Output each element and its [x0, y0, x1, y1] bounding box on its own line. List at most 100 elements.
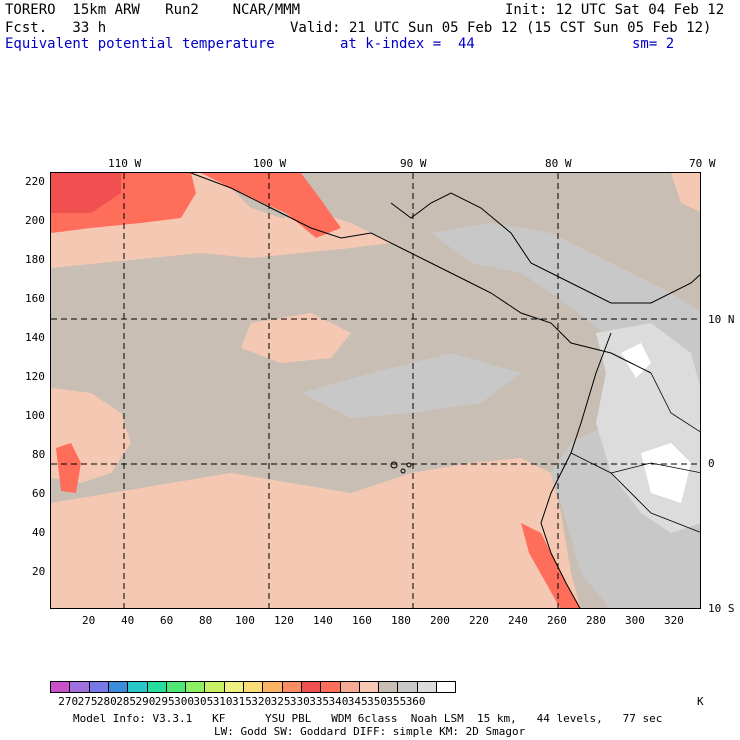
- level-index: at k-index = 44: [340, 36, 475, 52]
- x-tick-label: 220: [469, 614, 489, 627]
- colorbar-swatch: [320, 681, 341, 693]
- x-tick-label: 320: [664, 614, 684, 627]
- x-tick-label: 160: [352, 614, 372, 627]
- field-region-335-mexico: [201, 173, 341, 238]
- y-tick-label: 220: [25, 175, 45, 188]
- colorbar-swatch: [416, 681, 437, 693]
- smoothing-value: sm= 2: [632, 36, 675, 52]
- y-tick-label: 40: [32, 526, 46, 539]
- colorbar-tick-label: 350: [367, 695, 387, 708]
- x-tick-label: 280: [586, 614, 606, 627]
- lat-label-0: 0: [708, 457, 715, 470]
- x-tick-label: 80: [199, 614, 213, 627]
- colorbar-swatch: [378, 681, 399, 693]
- y-tick-label: 100: [25, 409, 45, 422]
- colorbar-swatch: [107, 681, 128, 693]
- lat-label-10s: 10 S: [708, 602, 735, 615]
- field-region-350-strip: [301, 353, 521, 418]
- x-tick-label: 40: [121, 614, 135, 627]
- forecast-hour: Fcst. 33 h: [5, 20, 107, 36]
- x-tick-label: 300: [625, 614, 645, 627]
- colorbar-swatch: [88, 681, 109, 693]
- x-tick-label: 120: [274, 614, 294, 627]
- border-lines: [570, 372, 700, 533]
- field-name: Equivalent potential temperature: [5, 36, 275, 52]
- colorbar-swatch: [300, 681, 321, 693]
- colorbar-swatch: [185, 681, 206, 693]
- y-tick-label: 180: [25, 253, 45, 266]
- physics-info-line: LW: Godd SW: Goddard DIFF: simple KM: 2D…: [214, 725, 526, 738]
- x-tick-label: 100: [235, 614, 255, 627]
- colorbar-swatch: [50, 681, 70, 693]
- colorbar-tick-label: 305: [193, 695, 214, 708]
- y-tick-label: 140: [25, 331, 45, 344]
- coastline-caribbean: [390, 192, 700, 304]
- x-tick-label: 140: [313, 614, 333, 627]
- colorbar-tick-label: 335: [309, 695, 330, 708]
- lon-label-90w: 90 W: [400, 157, 427, 170]
- field-region-330-nw: [51, 173, 121, 213]
- lat-label-10n: 10 N: [708, 313, 735, 326]
- field-region-335-peru: [521, 523, 580, 608]
- field-region-340-south: [51, 458, 581, 608]
- valid-time: Valid: 21 UTC Sun 05 Feb 12 (15 CST Sun …: [290, 20, 712, 36]
- x-tick-label: 200: [430, 614, 450, 627]
- init-time: Init: 12 UTC Sat 04 Feb 12: [505, 2, 725, 18]
- colorbar-swatch: [358, 681, 379, 693]
- colorbar-swatch: [223, 681, 244, 693]
- field-region-360-andes: [641, 443, 691, 503]
- y-tick-label: 20: [32, 565, 46, 578]
- colorbar-swatch: [281, 681, 302, 693]
- x-tick-label: 260: [547, 614, 567, 627]
- field-region-335-west: [56, 443, 81, 493]
- lon-label-110w: 110 W: [108, 157, 142, 170]
- colorbar-tick-label: 345: [347, 695, 368, 708]
- galapagos-islands: [390, 461, 412, 474]
- colorbar-tick-label: 275: [77, 695, 98, 708]
- lon-label-70w: 70 W: [689, 157, 716, 170]
- colorbar-tick-label: 340: [328, 695, 349, 708]
- colorbar-swatch: [127, 681, 148, 693]
- map-panel: [50, 172, 701, 609]
- colorbar-swatch: [262, 681, 283, 693]
- colorbar-swatch: [69, 681, 90, 693]
- x-tick-label: 180: [391, 614, 411, 627]
- x-tick-label: 240: [508, 614, 528, 627]
- field-region-340-ne: [671, 173, 700, 213]
- colorbar-swatch: [165, 681, 186, 693]
- colorbar-tick-label: 320: [251, 695, 272, 708]
- model-info-line: Model Info: V3.3.1 KF YSU PBL WDM 6class…: [73, 712, 663, 725]
- colorbar-swatch: [204, 681, 225, 693]
- colorbar-tick-label: 325: [270, 695, 291, 708]
- colorbar-tick-label: 270: [58, 695, 79, 708]
- colorbar-tick-label: 310: [212, 695, 233, 708]
- y-tick-label: 160: [25, 292, 45, 305]
- y-tick-label: 80: [32, 448, 46, 461]
- x-tick-label: 60: [160, 614, 174, 627]
- graticule: [51, 173, 700, 608]
- colorbar-tick-label: 295: [154, 695, 175, 708]
- colorbar-swatch: [339, 681, 360, 693]
- colorbar-swatch: [146, 681, 167, 693]
- colorbar-tick-label: 315: [232, 695, 252, 708]
- colorbar-unit: K: [697, 695, 704, 708]
- colorbar-tick-label: 285: [116, 695, 137, 708]
- y-tick-label: 200: [25, 214, 45, 227]
- y-tick-label: 120: [25, 370, 45, 383]
- colorbar-tick-label: 290: [135, 695, 156, 708]
- coastline-south-america: [540, 332, 612, 608]
- colorbar-swatch: [397, 681, 418, 693]
- lon-label-80w: 80 W: [545, 157, 572, 170]
- colorbar-swatch: [436, 681, 456, 693]
- colorbar-swatch: [243, 681, 263, 693]
- x-tick-label: 20: [82, 614, 96, 627]
- colorbar-tick-label: 360: [405, 695, 426, 708]
- colorbar-tick-label: 300: [174, 695, 194, 708]
- coastline-central-america: [190, 173, 652, 374]
- colorbar-tick-label: 330: [289, 695, 310, 708]
- model-run-title: TORERO 15km ARW Run2 NCAR/MMM: [5, 2, 301, 18]
- colorbar-tick-label: 355: [386, 695, 407, 708]
- y-tick-label: 60: [32, 487, 46, 500]
- theta-e-field-map: [51, 173, 700, 608]
- colorbar-tick-label: 280: [96, 695, 117, 708]
